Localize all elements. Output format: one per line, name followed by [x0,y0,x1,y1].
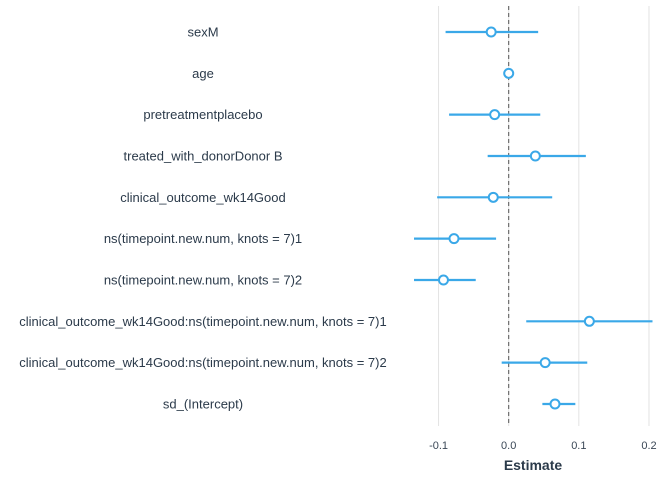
x-tick-label: -0.1 [429,440,448,452]
estimate-point [485,26,497,38]
x-axis-title: Estimate [504,457,563,473]
estimate-point [529,150,541,162]
estimate-marks [414,26,653,410]
estimate-point [448,233,460,245]
term-label: sexM [187,25,218,40]
term-label: pretreatmentplacebo [143,107,262,122]
term-label: ns(timepoint.new.num, knots = 7)1 [104,231,302,246]
estimate-point [437,274,449,286]
x-tick-label: 0.0 [501,440,516,452]
x-axis-ticks: -0.1 0.0 0.1 0.2 [429,440,657,452]
estimate-point [489,109,501,121]
x-tick-label: 0.2 [641,440,656,452]
row-labels: sexM age pretreatmentplacebo treated_with_d… [19,25,386,412]
term-label: clinical_outcome_wk14Good:ns(timepoint.n… [19,355,386,370]
estimate-point [503,67,515,79]
estimate-point [549,398,561,410]
term-label: sd_(Intercept) [163,396,243,411]
estimate-point [487,191,499,203]
term-label: age [192,66,214,81]
estimate-point [583,315,595,327]
x-tick-label: 0.1 [571,440,586,452]
term-label: clinical_outcome_wk14Good [120,190,285,205]
term-label: ns(timepoint.new.num, knots = 7)2 [104,272,302,287]
term-label: clinical_outcome_wk14Good:ns(timepoint.n… [19,314,386,329]
estimate-point [539,357,551,369]
term-label: treated_with_donorDonor B [124,148,283,163]
